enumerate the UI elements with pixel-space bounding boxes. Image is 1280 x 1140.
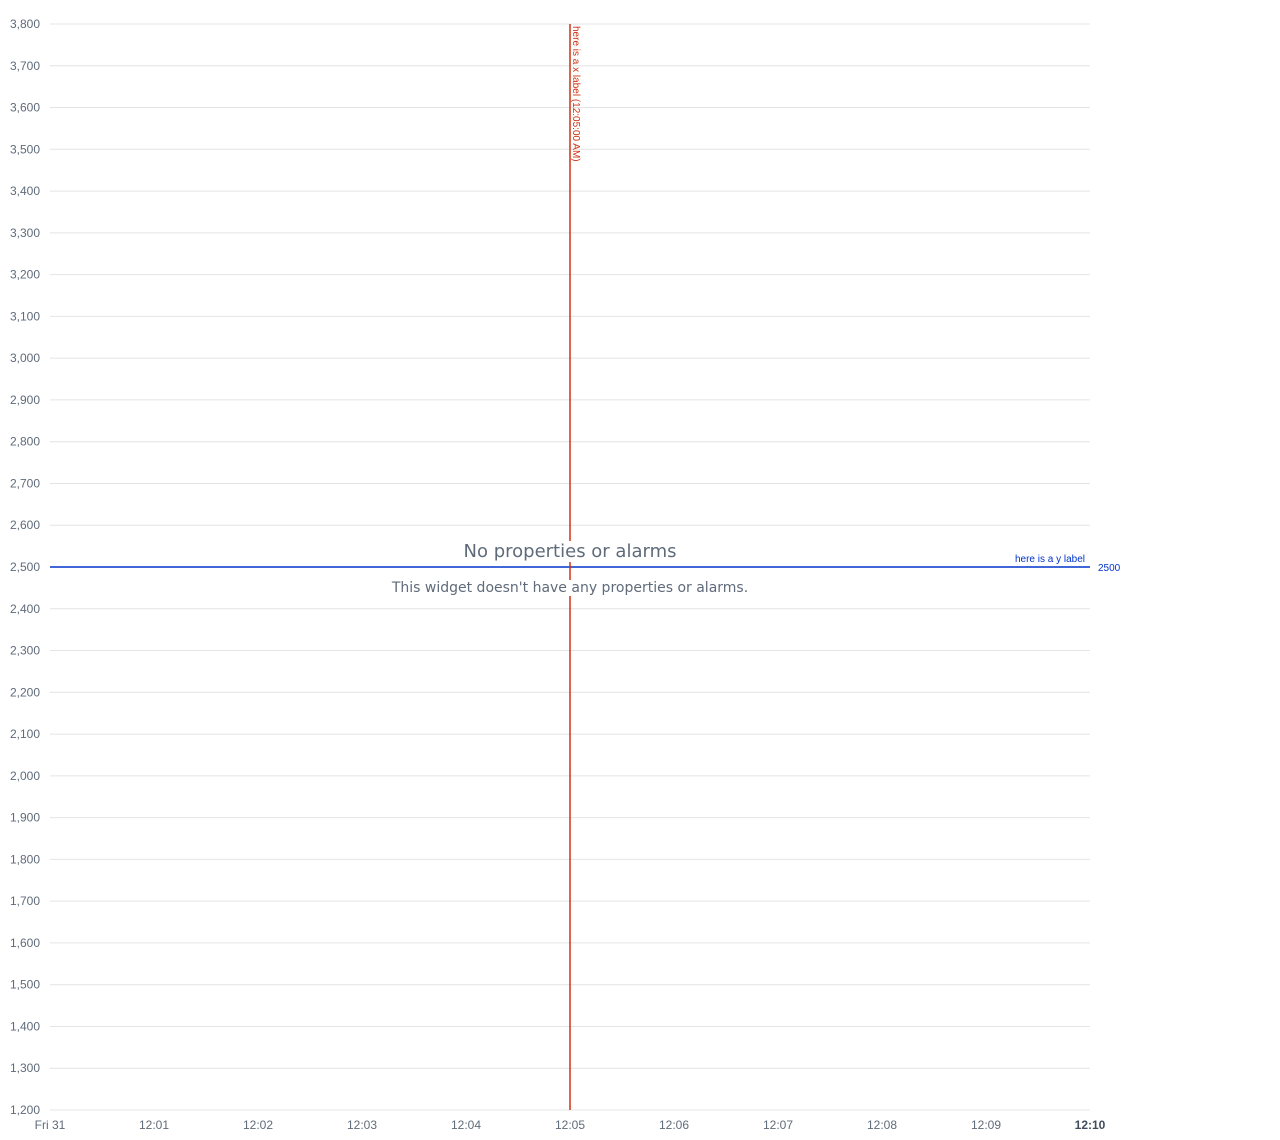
y-tick-label: 2,200 <box>10 685 40 699</box>
y-tick-label: 2,700 <box>10 476 40 490</box>
y-tick-label: 1,500 <box>10 978 40 992</box>
x-tick-label: 12:05 <box>555 1118 585 1132</box>
y-tick-label: 3,400 <box>10 184 40 198</box>
y-tick-label: 3,200 <box>10 268 40 282</box>
x-tick-label: Fri 31 <box>35 1118 66 1132</box>
y-tick-label: 1,800 <box>10 852 40 866</box>
x-tick-label: 12:04 <box>451 1118 481 1132</box>
y-tick-label: 2,600 <box>10 518 40 532</box>
y-tick-label: 2,400 <box>10 602 40 616</box>
y-tick-label: 2,900 <box>10 393 40 407</box>
x-tick-label: 12:08 <box>867 1118 897 1132</box>
y-tick-label: 1,200 <box>10 1103 40 1117</box>
x-tick-label: 12:06 <box>659 1118 689 1132</box>
x-tick-label: 12:09 <box>971 1118 1001 1132</box>
x-axis-ticks: Fri 31 12:01 12:02 12:03 12:04 12:05 12:06 12:0… <box>35 1118 1106 1132</box>
y-tick-label: 2,000 <box>10 769 40 783</box>
y-tick-label: 1,400 <box>10 1019 40 1033</box>
x-annotation-label: here is a x label (12:05:00 AM) <box>570 26 581 162</box>
x-tick-label: 12:10 <box>1075 1118 1106 1132</box>
y-tick-label: 3,600 <box>10 101 40 115</box>
x-tick-label: 12:07 <box>763 1118 793 1132</box>
x-tick-label: 12:02 <box>243 1118 273 1132</box>
y-tick-label: 3,100 <box>10 309 40 323</box>
x-tick-label: 12:01 <box>139 1118 169 1132</box>
y-tick-label: 1,900 <box>10 811 40 825</box>
y-annotation-label: here is a y label <box>1015 554 1085 565</box>
y-tick-label: 1,300 <box>10 1061 40 1075</box>
y-tick-label: 1,700 <box>10 894 40 908</box>
y-tick-label: 3,700 <box>10 59 40 73</box>
x-tick-label: 12:03 <box>347 1118 377 1132</box>
y-annotation-value: 2500 <box>1098 563 1121 574</box>
y-tick-label: 1,600 <box>10 936 40 950</box>
y-tick-label: 2,500 <box>10 560 40 574</box>
y-tick-label: 3,500 <box>10 142 40 156</box>
y-tick-label: 2,100 <box>10 727 40 741</box>
y-tick-label: 2,300 <box>10 644 40 658</box>
y-tick-label: 3,300 <box>10 226 40 240</box>
y-tick-label: 3,000 <box>10 351 40 365</box>
y-tick-label: 3,800 <box>10 17 40 31</box>
annotations: here is a y label 2500 here is a x label (… <box>50 24 1121 1110</box>
y-tick-label: 2,800 <box>10 435 40 449</box>
y-axis-ticks: 1,200 1,300 1,400 1,500 1,600 1,700 1,800 1,900… <box>10 17 40 1117</box>
